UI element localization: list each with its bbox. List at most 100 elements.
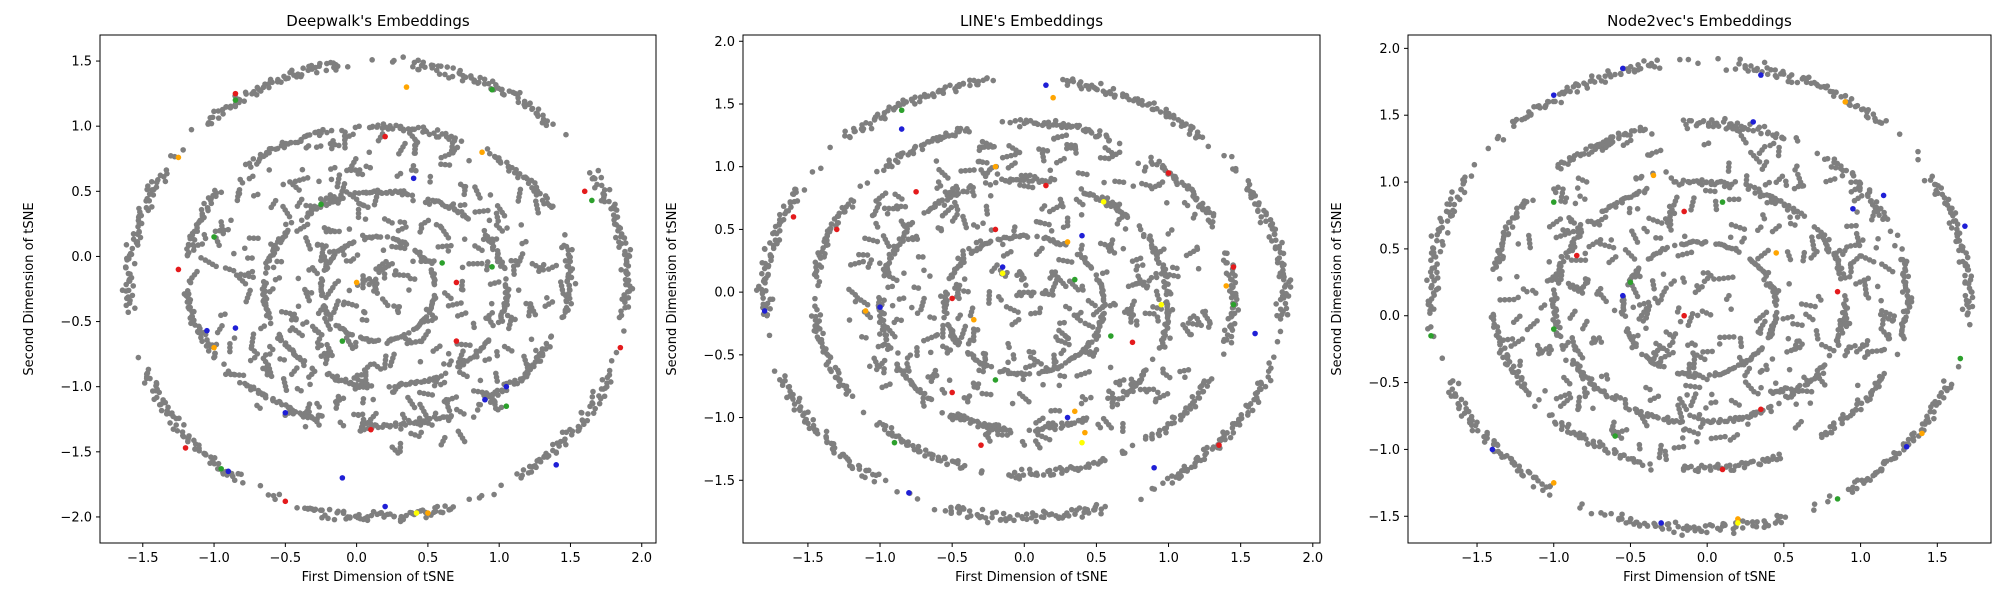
embedding-point [1954, 226, 1960, 232]
x-tick-label: −1.0 [864, 551, 896, 566]
embedding-point [1086, 464, 1092, 470]
embedding-point [1902, 265, 1908, 272]
embedding-point [321, 253, 328, 260]
embedding-point [1194, 244, 1200, 251]
embedding-point [438, 225, 445, 231]
embedding-point [913, 233, 920, 240]
embedding-point [976, 367, 982, 374]
embedding-point [1254, 396, 1260, 403]
x-tick-label: 0.5 [418, 551, 439, 566]
embedding-point [1034, 233, 1040, 240]
embedding-point [1793, 135, 1800, 141]
embedding-point [312, 129, 318, 136]
embedding-point [1054, 277, 1060, 283]
embedding-point [231, 335, 238, 341]
embedding-point [1915, 148, 1921, 155]
embedding-point [502, 282, 509, 288]
embedding-point [293, 316, 299, 323]
y-axis-label: Second Dimension of tSNE [1330, 202, 1345, 375]
embedding-point [902, 203, 909, 210]
embedding-point [866, 363, 873, 370]
embedding-point [1060, 423, 1066, 429]
labeled-node-point [898, 126, 905, 132]
embedding-point [590, 388, 596, 395]
embedding-point [445, 350, 452, 357]
embedding-point [618, 308, 624, 314]
embedding-point [205, 207, 211, 214]
embedding-point [1257, 219, 1264, 226]
embedding-point [979, 390, 985, 397]
embedding-point [1048, 408, 1054, 414]
embedding-point [122, 264, 129, 271]
embedding-point [1505, 231, 1511, 238]
embedding-point [1032, 438, 1039, 444]
embedding-point [324, 60, 330, 67]
embedding-point [528, 336, 535, 343]
embedding-point [1761, 123, 1768, 130]
embedding-point [1107, 364, 1114, 371]
embedding-point [1231, 320, 1238, 327]
embedding-point [995, 431, 1001, 438]
embedding-point [427, 173, 434, 180]
embedding-point [420, 59, 427, 66]
embedding-point [1958, 243, 1965, 249]
embedding-point [1097, 128, 1103, 134]
embedding-point [1561, 90, 1567, 97]
embedding-point [257, 482, 264, 489]
embedding-point [1845, 486, 1852, 493]
embedding-point [442, 370, 449, 377]
embedding-point [490, 243, 497, 250]
embedding-point [786, 383, 793, 390]
embedding-point [1282, 300, 1289, 307]
embedding-point [425, 391, 431, 397]
embedding-point [123, 281, 130, 288]
embedding-point [896, 296, 903, 302]
embedding-point [456, 70, 463, 76]
embedding-point [1008, 248, 1014, 255]
embedding-point [481, 227, 488, 234]
embedding-point [1058, 338, 1065, 344]
embedding-point [494, 203, 501, 209]
embedding-point [346, 287, 353, 294]
embedding-point [1863, 477, 1869, 484]
embedding-point [842, 128, 848, 135]
embedding-point [532, 198, 539, 204]
embedding-point [883, 332, 890, 338]
embedding-point [1274, 338, 1281, 345]
embedding-point [400, 516, 407, 523]
embedding-point [1007, 119, 1013, 126]
embedding-point [211, 108, 217, 115]
labeled-node-point [971, 316, 977, 323]
embedding-point [948, 204, 955, 211]
embedding-point [1894, 232, 1901, 239]
embedding-point [544, 295, 550, 301]
embedding-point [1112, 178, 1118, 185]
embedding-point [250, 156, 257, 162]
embedding-point [466, 496, 473, 503]
embedding-point [1279, 289, 1286, 295]
embedding-point [1189, 393, 1196, 400]
embedding-point [1078, 400, 1085, 407]
embedding-point [1050, 420, 1056, 426]
embedding-point [1120, 245, 1127, 252]
embedding-point [481, 81, 488, 87]
embedding-point [873, 220, 879, 227]
embedding-point [1896, 131, 1903, 137]
embedding-point [847, 134, 853, 141]
embedding-point [1020, 376, 1027, 383]
embedding-point [539, 350, 546, 357]
embedding-point [915, 285, 922, 291]
labeled-node-point [339, 338, 346, 344]
embedding-point [249, 91, 255, 97]
embedding-point [245, 255, 251, 261]
embedding-point [1109, 237, 1116, 243]
embedding-point [1556, 91, 1563, 97]
embedding-point [1892, 455, 1899, 461]
embedding-point [162, 399, 169, 406]
embedding-point [1034, 472, 1041, 478]
embedding-point [568, 300, 575, 307]
embedding-point [1424, 277, 1430, 284]
embedding-point [1702, 523, 1709, 529]
embedding-point [980, 220, 986, 227]
embedding-point [939, 409, 945, 416]
